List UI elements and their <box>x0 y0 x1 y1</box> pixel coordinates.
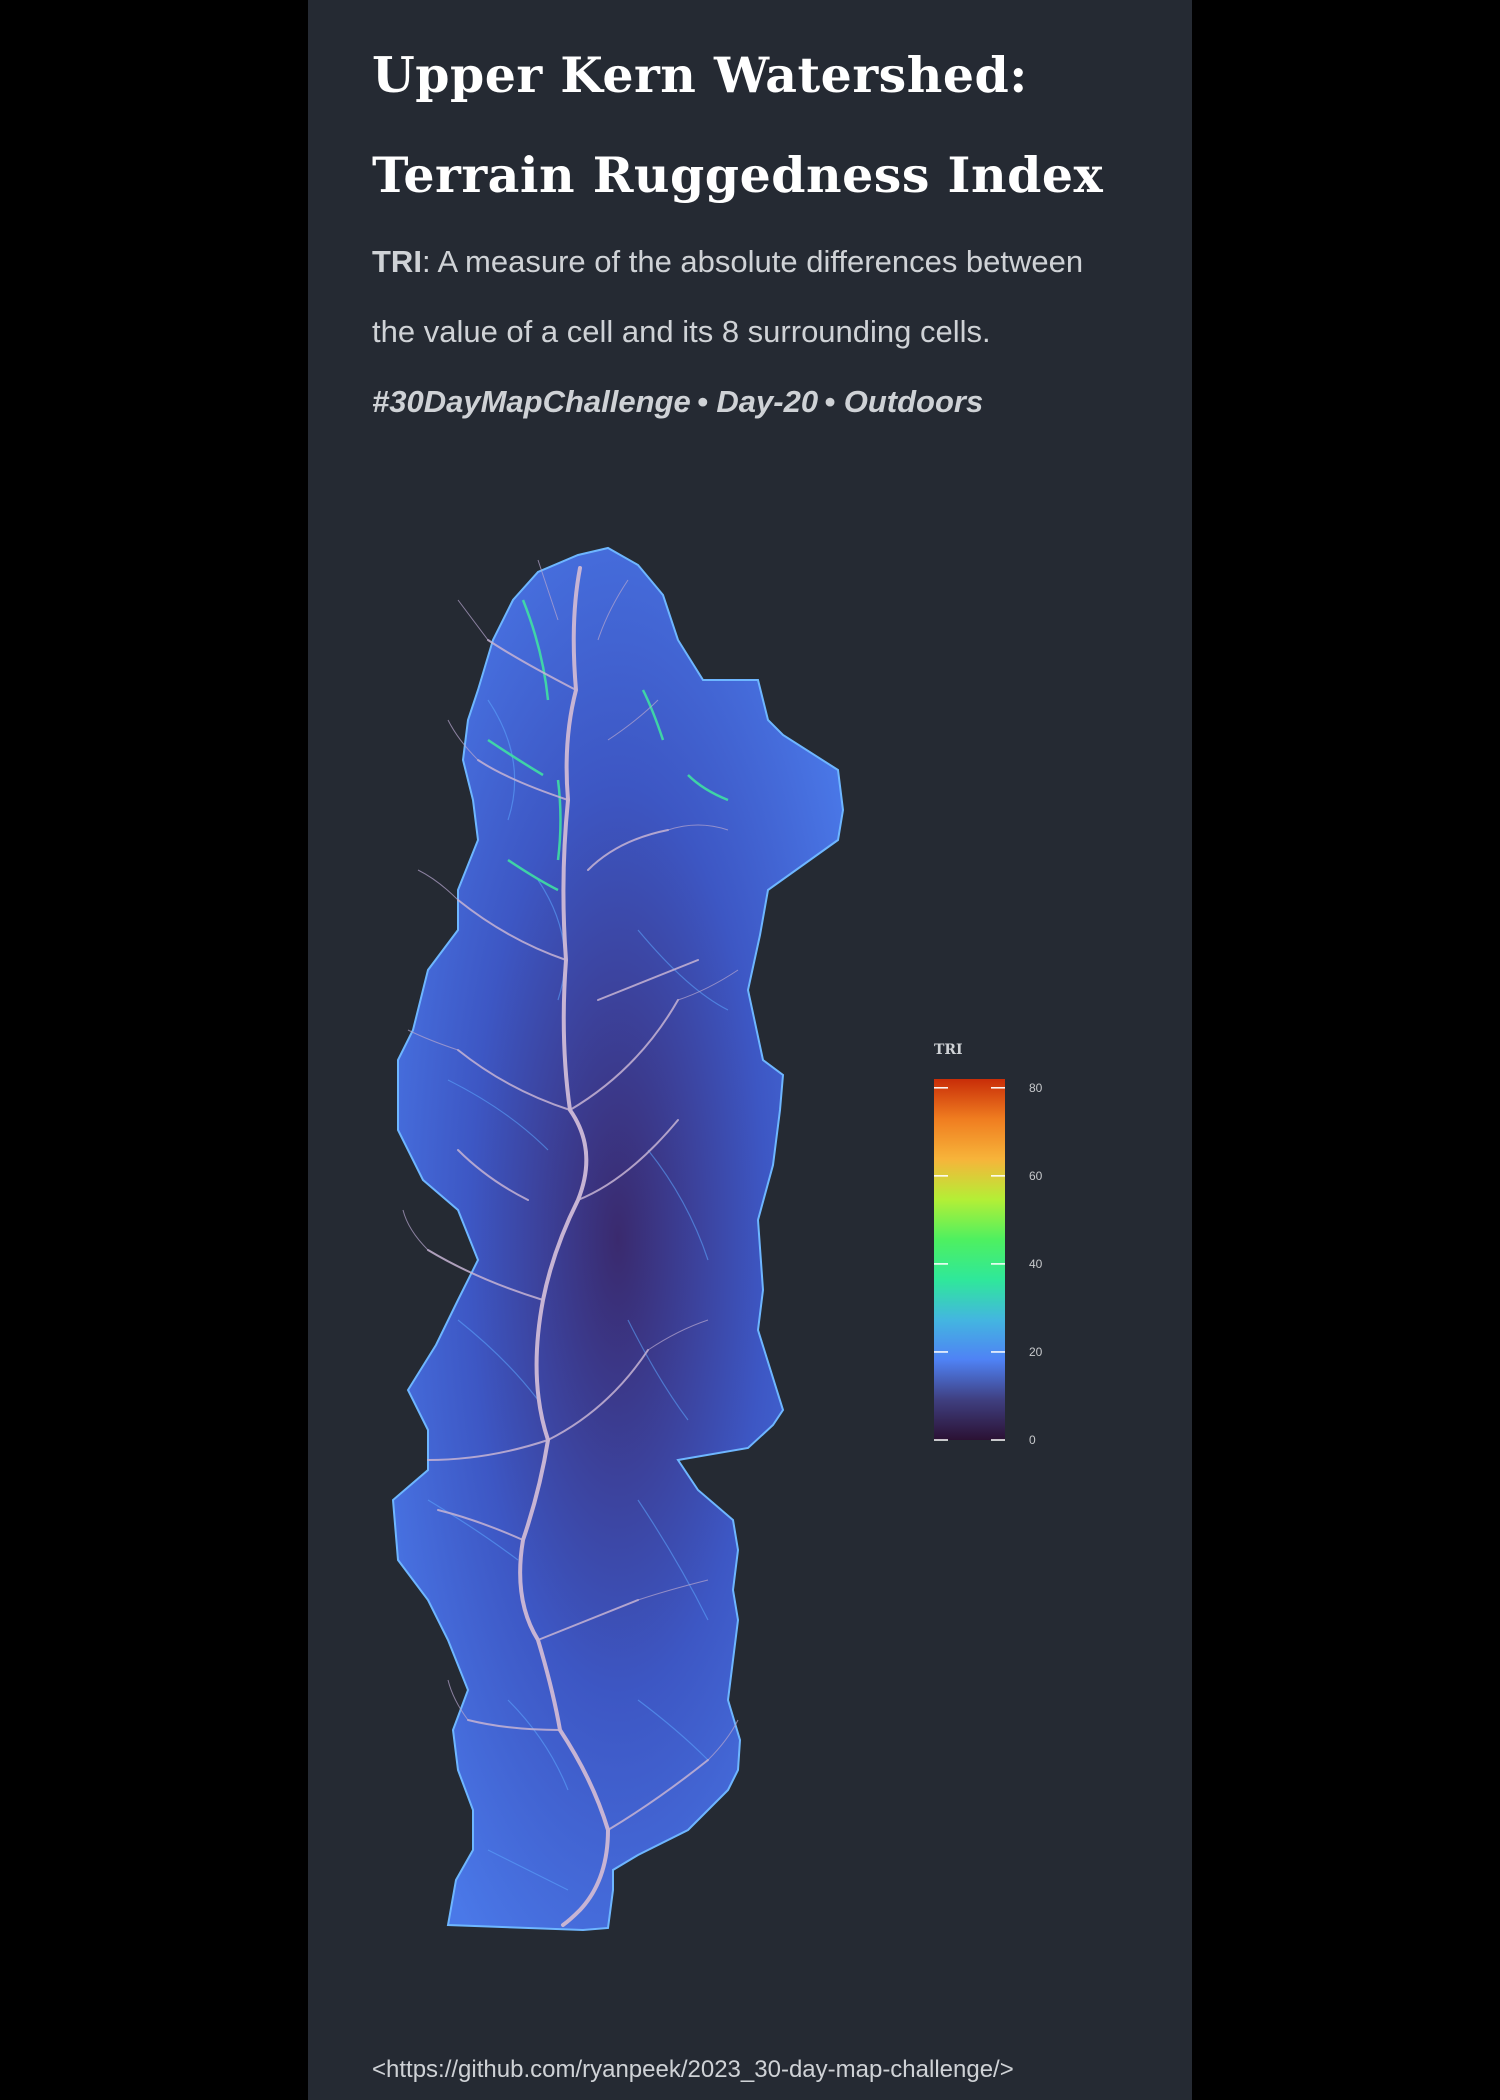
description-line-1: TRI: A measure of the absolute differenc… <box>372 244 1083 280</box>
legend-tick-label: 60 <box>1029 1169 1043 1183</box>
legend-tick-label: 40 <box>1029 1257 1043 1271</box>
watershed-area <box>391 546 845 1932</box>
description-line-2: the value of a cell and its 8 surroundin… <box>372 314 991 349</box>
watershed-map: TRI 0 20 40 60 80 <box>391 546 1043 1932</box>
description-term: TRI <box>372 244 422 279</box>
minor-streams <box>402 559 739 1761</box>
tributary-streams <box>427 639 709 1831</box>
legend-title: TRI <box>934 1042 963 1058</box>
kern-river-main-channel <box>518 566 611 1927</box>
source-url-link[interactable]: <https://github.com/ryanpeek/2023_30-day… <box>372 2056 1014 2083</box>
map-title-line-1: Upper Kern Watershed: <box>372 46 1028 104</box>
challenge-tagline: #30DayMapChallenge • Day-20 • Outdoors <box>372 384 984 419</box>
legend-ticks: 0 20 40 60 80 <box>934 1081 1043 1447</box>
legend-tick-label: 0 <box>1029 1433 1036 1447</box>
legend-tick-label: 80 <box>1029 1081 1043 1095</box>
map-title-line-2: Terrain Ruggedness Index <box>372 146 1104 204</box>
legend-color-bar <box>934 1079 1005 1440</box>
description-line-1-text: : A measure of the absolute differences … <box>421 244 1084 279</box>
legend-tick-label: 20 <box>1029 1345 1043 1359</box>
watershed-boundary <box>391 546 845 1932</box>
high-ruggedness-patches <box>487 599 729 892</box>
tri-legend: TRI 0 20 40 60 80 <box>934 1042 1043 1447</box>
map-panel: Upper Kern Watershed: Terrain Ruggedness… <box>308 0 1192 2100</box>
